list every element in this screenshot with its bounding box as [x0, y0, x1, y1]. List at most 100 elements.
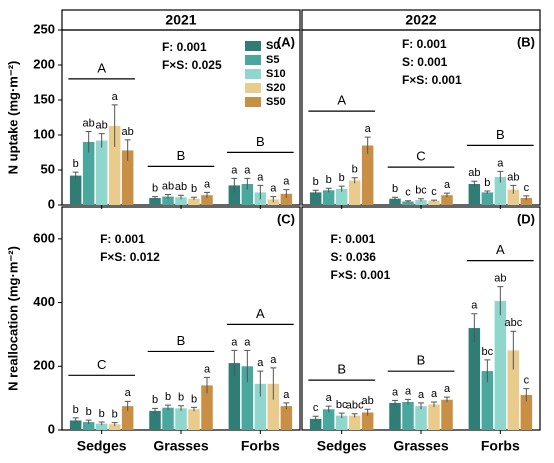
error-bar: [111, 422, 118, 426]
bar: [149, 198, 161, 205]
error-bar: [351, 177, 358, 184]
significance-letter: c: [405, 187, 411, 199]
bar: [481, 371, 494, 430]
x-tick-label: Forbs: [241, 438, 280, 454]
significance-letter: ab: [494, 273, 506, 285]
legend-swatch: [245, 55, 261, 65]
significance-letter: a: [125, 387, 132, 399]
legend-label: S20: [266, 82, 286, 94]
bar: [82, 142, 95, 205]
significance-letter: a: [471, 300, 478, 312]
bar: [309, 192, 322, 205]
bar: [507, 350, 520, 430]
legend-swatch: [245, 41, 261, 51]
stats-text: F×S: 0.012: [100, 250, 160, 264]
significance-letter: a: [405, 385, 412, 397]
significance-letter: a: [257, 171, 264, 183]
bar: [348, 180, 361, 205]
significance-letter: c: [524, 182, 530, 194]
error-bar: [270, 367, 277, 400]
significance-letter: a: [444, 383, 451, 395]
bar: [361, 145, 374, 205]
stats-text: F×S: 0.001: [331, 268, 391, 282]
error-bar: [98, 133, 105, 148]
error-bar: [244, 349, 251, 383]
error-bar: [523, 388, 530, 402]
error-bar: [98, 421, 105, 426]
error-bar: [152, 196, 158, 200]
bar: [201, 195, 213, 205]
error-bar: [325, 405, 332, 413]
bar: [175, 408, 187, 430]
error-bar: [351, 413, 358, 418]
error-bar: [124, 400, 131, 411]
significance-letter: a: [418, 389, 425, 401]
bar: [228, 185, 241, 205]
significance-letter: b: [99, 408, 105, 420]
significance-letter: bc: [415, 185, 427, 197]
bar: [95, 140, 108, 205]
bar: [188, 409, 200, 430]
significance-letter: b: [86, 406, 92, 418]
year-label: 2022: [405, 12, 436, 28]
x-tick-label: Grasses: [393, 438, 448, 454]
error-bar: [231, 349, 238, 376]
x-tick-label: Forbs: [481, 438, 520, 454]
bar: [108, 125, 121, 205]
bar: [254, 383, 267, 430]
bar: [69, 175, 82, 205]
bar: [428, 404, 440, 430]
stats-text: F×S: 0.025: [162, 58, 222, 72]
significance-letter: a: [326, 392, 333, 404]
significance-letter: c: [431, 186, 437, 198]
error-bar: [471, 180, 478, 187]
significance-letter: a: [365, 123, 372, 135]
x-tick-label: Sedges: [317, 438, 367, 454]
legend-swatch: [245, 83, 261, 93]
significance-letter: b: [73, 404, 79, 416]
error-bar: [405, 200, 411, 203]
stats-text: F: 0.001: [100, 232, 145, 246]
group-letter: A: [256, 306, 265, 321]
group-letter: B: [496, 127, 505, 142]
panel-label: (D): [517, 211, 535, 226]
significance-letter: ab: [96, 120, 108, 132]
bar: [280, 406, 293, 430]
significance-letter: a: [244, 164, 251, 176]
y-tick-label: 0: [48, 196, 55, 211]
error-bar: [165, 404, 171, 411]
bar: [149, 410, 161, 430]
significance-letter: b: [313, 176, 319, 188]
panel-label: (A): [277, 34, 295, 49]
significance-letter: c: [313, 402, 319, 414]
bar: [108, 424, 121, 430]
significance-letter: ab: [83, 117, 95, 129]
error-bar: [124, 139, 131, 161]
bar: [188, 198, 200, 205]
y-tick-label: 600: [33, 230, 55, 245]
significance-letter: a: [497, 157, 504, 169]
significance-letter: ab: [468, 167, 480, 179]
error-bar: [471, 313, 478, 343]
bar: [309, 418, 322, 430]
bar: [241, 184, 254, 205]
significance-letter: b: [484, 177, 490, 189]
stats-text: S: 0.001: [402, 55, 448, 69]
bar: [402, 201, 414, 205]
significance-letter: b: [191, 393, 197, 405]
significance-letter: b: [326, 174, 332, 186]
bar: [494, 300, 507, 430]
bar: [468, 184, 481, 205]
significance-letter: a: [283, 176, 290, 188]
group-letter: A: [337, 93, 346, 108]
error-bar: [85, 131, 92, 153]
bar: [162, 196, 174, 205]
year-label: 2021: [165, 12, 196, 28]
error-bar: [444, 396, 450, 403]
significance-letter: b: [339, 172, 345, 184]
error-bar: [204, 376, 210, 394]
significance-letter: ab: [175, 181, 187, 193]
error-bar: [165, 194, 171, 199]
error-bar: [111, 104, 118, 147]
